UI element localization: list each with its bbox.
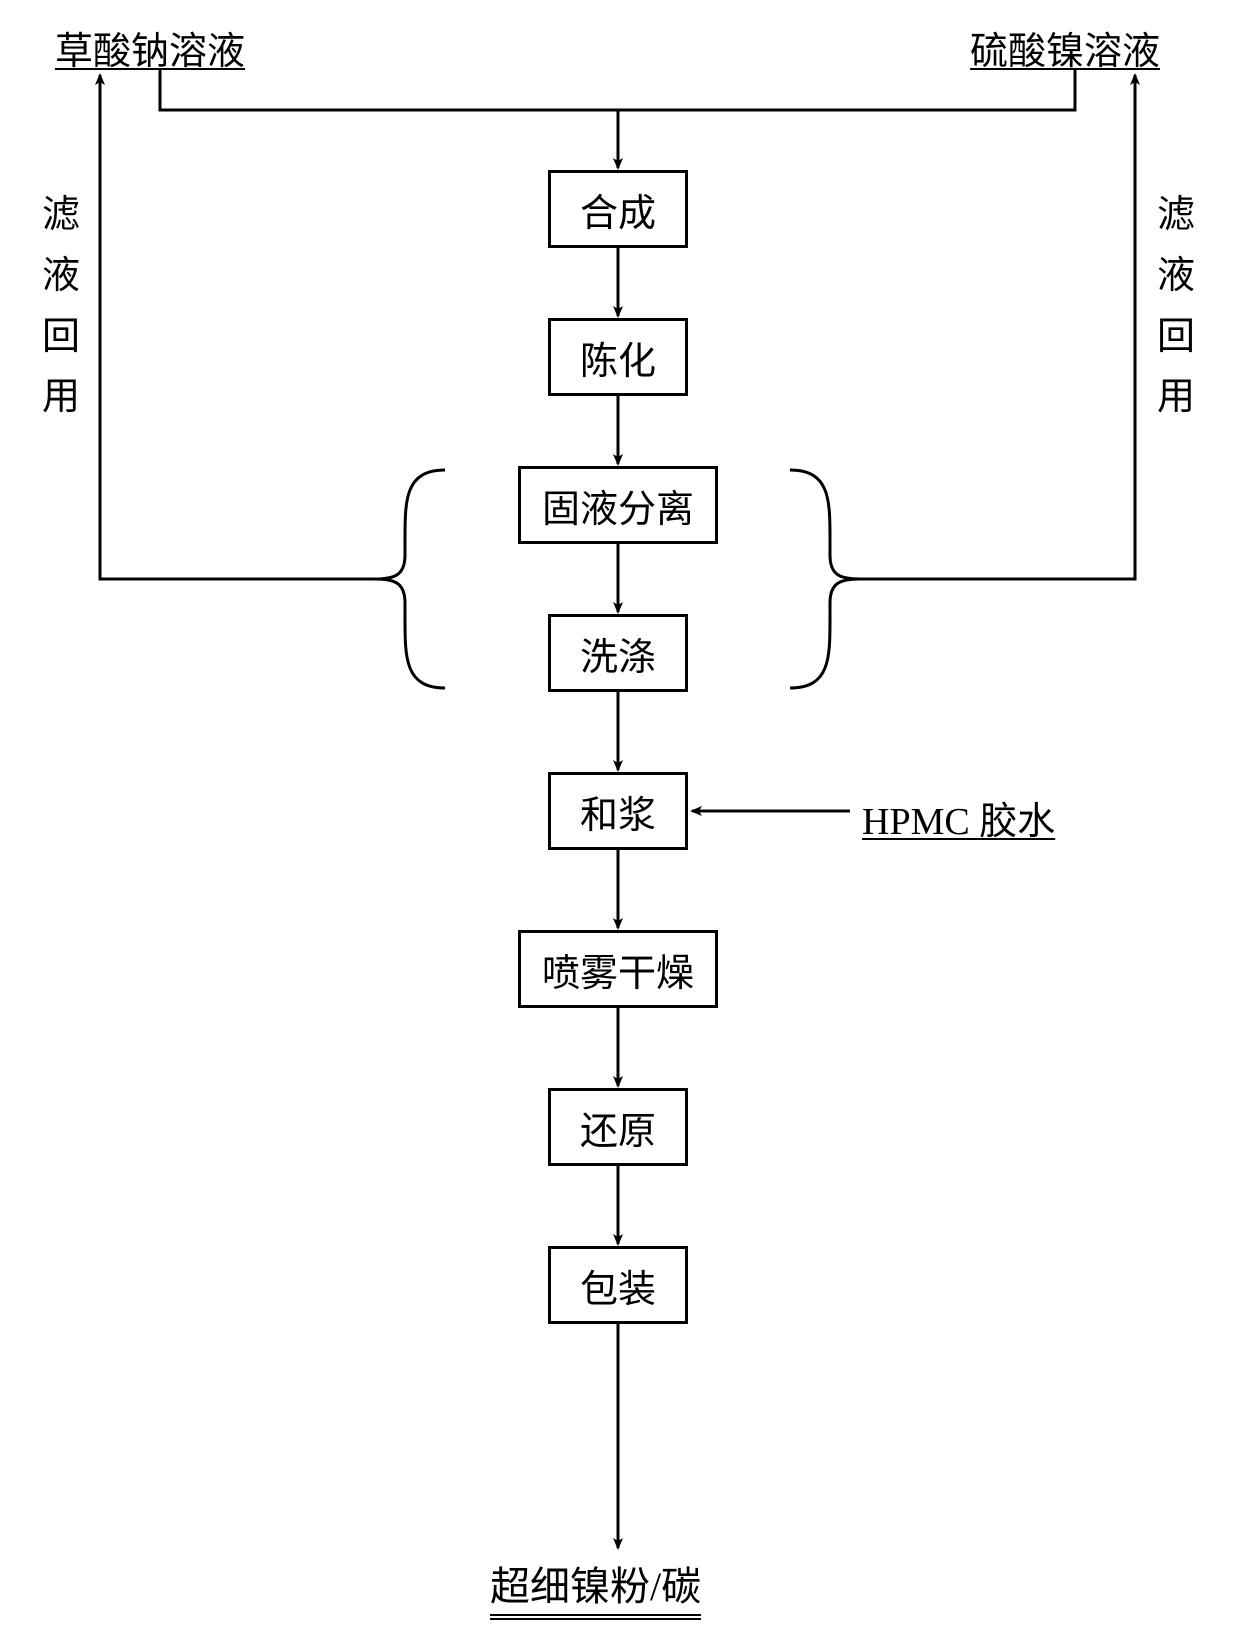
node-label: 合成 bbox=[580, 182, 656, 237]
node-label: 还原 bbox=[580, 1100, 656, 1155]
node-label: 洗涤 bbox=[580, 626, 656, 681]
input-right-label: 硫酸镍溶液 bbox=[970, 20, 1160, 75]
node-slurry: 和浆 bbox=[548, 772, 688, 850]
node-pack: 包装 bbox=[548, 1246, 688, 1324]
recycle-char: 用 bbox=[42, 367, 80, 428]
recycle-label-right: 滤 液 回 用 bbox=[1157, 185, 1195, 428]
node-label: 和浆 bbox=[580, 784, 656, 839]
recycle-char: 回 bbox=[1157, 307, 1195, 368]
recycle-char: 滤 bbox=[42, 185, 80, 246]
node-spray: 喷雾干燥 bbox=[518, 930, 718, 1008]
recycle-char: 回 bbox=[42, 307, 80, 368]
node-wash: 洗涤 bbox=[548, 614, 688, 692]
recycle-char: 滤 bbox=[1157, 185, 1195, 246]
input-left-label: 草酸钠溶液 bbox=[55, 20, 245, 75]
node-label: 固液分离 bbox=[542, 478, 694, 533]
node-label: 包装 bbox=[580, 1258, 656, 1313]
node-label: 陈化 bbox=[580, 330, 656, 385]
recycle-label-left: 滤 液 回 用 bbox=[42, 185, 80, 428]
node-synth: 合成 bbox=[548, 170, 688, 248]
recycle-char: 液 bbox=[42, 246, 80, 307]
side-input-label: HPMC 胶水 bbox=[862, 790, 1055, 845]
node-age: 陈化 bbox=[548, 318, 688, 396]
recycle-char: 液 bbox=[1157, 246, 1195, 307]
node-sep: 固液分离 bbox=[518, 466, 718, 544]
recycle-char: 用 bbox=[1157, 367, 1195, 428]
output-label: 超细镍粉/碳 bbox=[490, 1554, 701, 1620]
node-label: 喷雾干燥 bbox=[542, 942, 694, 997]
node-reduce: 还原 bbox=[548, 1088, 688, 1166]
